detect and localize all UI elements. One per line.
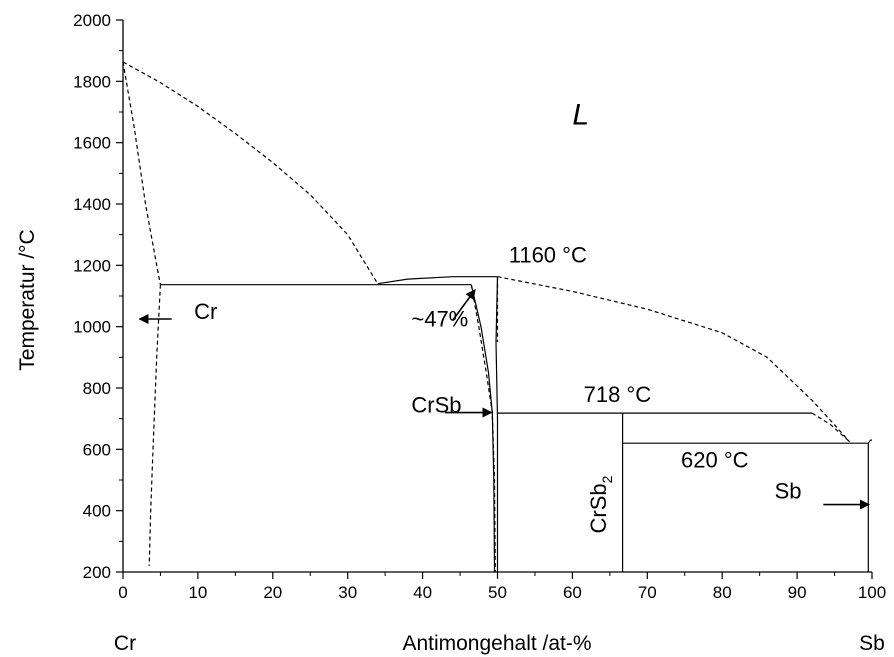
x-tick-label: 20: [263, 583, 282, 602]
x-tick-label: 80: [713, 583, 732, 602]
x-tick-label: 70: [638, 583, 657, 602]
annotation-labels: L 1160 °C ~47% Cr CrSb 718 °C 620 °C Sb CrSb2: [194, 98, 801, 533]
axis-ticks: 0 10 20 30 40 50 60 70 80 90 100 200 400 600 800 1000 12…: [73, 11, 886, 602]
phase-boundary-dashed: [148, 284, 161, 566]
x-tick-label: 30: [338, 583, 357, 602]
y-tick-label: 1800: [73, 72, 111, 91]
y-axis-label: Temperatur /°C: [16, 229, 39, 370]
y-tick-label: 800: [83, 379, 111, 398]
x-tick-label: 50: [488, 583, 507, 602]
annotation-label: Cr: [194, 299, 217, 324]
x-tick-label: 60: [563, 583, 582, 602]
x-end-label-cr: Cr: [114, 632, 136, 655]
y-tick-label: 1200: [73, 256, 111, 275]
y-tick-label: 600: [83, 440, 111, 459]
phase-boundary-dashed: [470, 284, 496, 573]
annotation-label: ~47%: [411, 307, 468, 332]
phase-boundary-dashed: [122, 61, 379, 285]
annotation-label: L: [572, 98, 589, 131]
x-axis-label: Antimongehalt /at-%: [402, 632, 591, 655]
phase-boundary-dashed: [497, 276, 850, 443]
x-tick-label: 100: [858, 583, 886, 602]
annotation-arrow: [451, 289, 476, 322]
y-tick-label: 400: [83, 502, 111, 521]
phase-boundary-solid: [495, 276, 499, 572]
annotation-label: Sb: [775, 478, 802, 503]
annotation-arrows: [138, 289, 871, 510]
phase-boundary-solid: [377, 276, 498, 285]
y-tick-label: 200: [83, 563, 111, 582]
annotation-label: 718 °C: [584, 382, 652, 407]
annotation-label: 620 °C: [681, 448, 749, 473]
x-tick-label: 0: [118, 583, 127, 602]
phase-boundary-dashed: [122, 61, 161, 285]
x-end-label-sb: Sb: [859, 632, 885, 655]
annotation-label: CrSb: [411, 393, 461, 418]
phase-boundary-solid: [867, 439, 872, 444]
phase-boundary-solid: [470, 284, 496, 573]
annotation-label: 1160 °C: [509, 242, 587, 267]
x-tick-label: 10: [188, 583, 207, 602]
x-tick-label: 90: [788, 583, 807, 602]
crsb2-label: CrSb2: [586, 475, 615, 533]
y-tick-label: 2000: [73, 11, 111, 30]
x-tick-label: 40: [413, 583, 432, 602]
y-tick-label: 1000: [73, 318, 111, 337]
y-tick-label: 1400: [73, 195, 111, 214]
phase-boundaries: [122, 61, 872, 573]
phase-boundary-dashed: [811, 412, 850, 443]
y-tick-label: 1600: [73, 134, 111, 153]
